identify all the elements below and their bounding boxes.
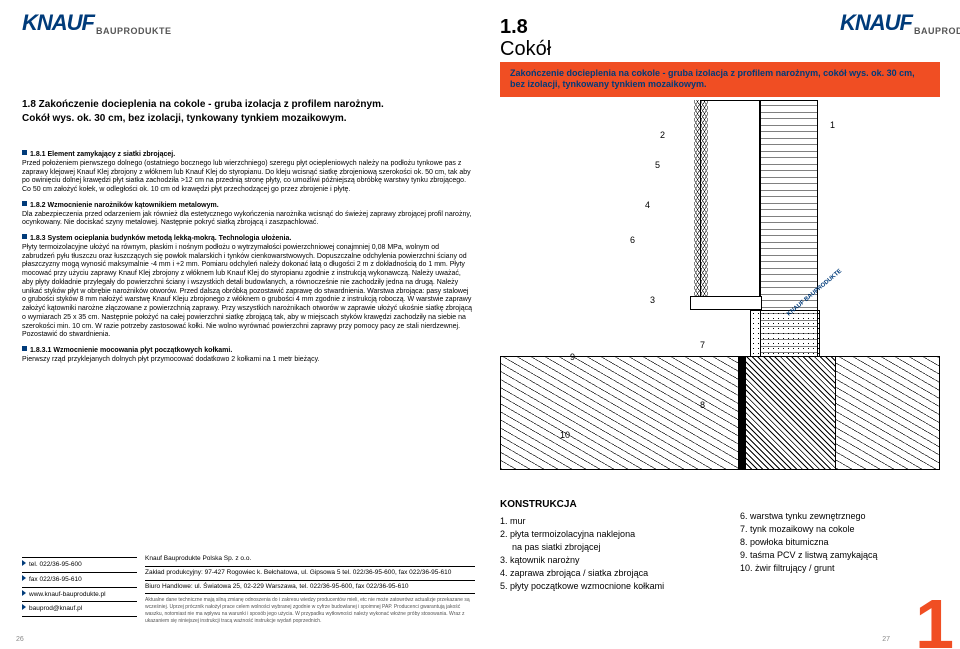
p1-head: 1.8.1 Element zamykający z siatki zbroją… — [30, 151, 175, 158]
pagenum-right: 27 — [882, 636, 890, 643]
p4-head: 1.8.3.1 Wzmocnienie mocowania płyt począ… — [30, 347, 232, 354]
callout-9: 9 — [570, 352, 575, 362]
heading-line-2: Cokół wys. ok. 30 cm, bez izolacji, tynk… — [22, 112, 472, 125]
konstrukcja-left: KONSTRUKCJA 1. mur 2. płyta termoizolacy… — [500, 498, 720, 593]
p1-body: Przed położeniem pierwszego dolnego (ost… — [22, 160, 471, 193]
arrow-icon — [22, 575, 26, 581]
footer-fax: fax 022/36-95-610 — [29, 576, 82, 583]
orange-callout: Zakończenie docieplenia na cokole - grub… — [500, 62, 940, 97]
konstrukcja-right: 6. warstwa tynku zewnętrznego 7. tynk mo… — [740, 510, 950, 575]
footer-contact: tel. 022/36-95-600 fax 022/36-95-610 www… — [22, 555, 137, 619]
callout-4: 4 — [645, 200, 650, 210]
k-left-2: na pas siatki zbrojącej — [500, 541, 720, 554]
body-text: 1.8.1 Element zamykający z siatki zbroją… — [22, 150, 472, 371]
heading-line-1: 1.8 Zakończenie docieplenia na cokole - … — [22, 98, 472, 111]
logo-mark: KNAUF — [840, 10, 912, 36]
k-right-1: 7. tynk mozaikowy na cokole — [740, 523, 950, 536]
bullet-icon — [22, 201, 27, 206]
callout-5: 5 — [655, 160, 660, 170]
section-title: Cokół — [500, 38, 551, 61]
bullet-icon — [22, 150, 27, 155]
bullet-icon — [22, 346, 27, 351]
footer-company-name: Knauf Bauprodukte Polska Sp. z o.o. — [145, 555, 475, 564]
k-right-3: 9. taśma PCV z listwą zamykającą — [740, 549, 950, 562]
arrow-icon — [22, 560, 26, 566]
para-3: 1.8.3 System ocieplania budynków metodą … — [22, 234, 472, 340]
pagenum-left: 26 — [16, 636, 24, 643]
logo-sub: BAUPRODUKTE — [96, 26, 172, 36]
footer-mail: bauprod@knauf.pl — [29, 605, 82, 612]
footer-biuro: Biuro Handlowe: ul. Światowa 25, 02-229 … — [145, 583, 475, 592]
logo-top-right: KNAUF BAUPRODUKTE — [840, 10, 960, 36]
k-right-2: 8. powłoka bitumiczna — [740, 536, 950, 549]
konstrukcja-title: KONSTRUKCJA — [500, 498, 720, 513]
footer-disclaimer: Aktualne dane techniczne mają silną zmia… — [145, 597, 475, 624]
para-2: 1.8.2 Wzmocnienie narożników kątownikiem… — [22, 201, 472, 228]
p3-head: 1.8.3 System ocieplania budynków metodą … — [30, 235, 291, 242]
callout-10: 10 — [560, 430, 570, 440]
arrow-icon — [22, 590, 26, 596]
footer-web: www.knauf-bauprodukte.pl — [29, 591, 106, 598]
callout-2: 2 — [660, 130, 665, 140]
para-4: 1.8.3.1 Wzmocnienie mocowania płyt począ… — [22, 346, 472, 365]
big-page-number: 1 — [915, 600, 954, 649]
footer-tel: tel. 022/36-95-600 — [29, 561, 82, 568]
bullet-icon — [22, 234, 27, 239]
arrow-icon — [22, 604, 26, 610]
k-left-4: 4. zaprawa zbrojąca / siatka zbrojąca — [500, 567, 720, 580]
k-right-4: 10. żwir filtrujący / grunt — [740, 562, 950, 575]
callout-1: 1 — [830, 120, 835, 130]
callout-7: 7 — [700, 340, 705, 350]
logo-top-left: KNAUF BAUPRODUKTE — [22, 10, 172, 36]
footer-company: Knauf Bauprodukte Polska Sp. z o.o. Zakł… — [145, 555, 475, 624]
logo-mark: KNAUF — [22, 10, 94, 36]
p2-head: 1.8.2 Wzmocnienie narożników kątownikiem… — [30, 202, 219, 209]
k-left-0: 1. mur — [500, 515, 720, 528]
p4-body: Pierwszy rząd przyklejanych dolnych płyt… — [22, 356, 320, 363]
callout-3: 3 — [650, 295, 655, 305]
k-right-0: 6. warstwa tynku zewnętrznego — [740, 510, 950, 523]
orange-callout-text: Zakończenie docieplenia na cokole - grub… — [510, 68, 915, 89]
logo-sub: BAUPRODUKTE — [914, 26, 960, 36]
callout-8: 8 — [700, 400, 705, 410]
callout-6: 6 — [630, 235, 635, 245]
k-left-1: 2. płyta termoizolacyjna naklejona — [500, 528, 720, 541]
k-left-3: 3. kątownik narożny — [500, 554, 720, 567]
footer-zaklad: Zakład produkcyjny: 97-427 Rogowiec k. B… — [145, 569, 475, 578]
p2-body: Dla zabezpieczenia przed odarzeniem jak … — [22, 211, 471, 227]
para-1: 1.8.1 Element zamykający z siatki zbroją… — [22, 150, 472, 195]
section-number: 1.8 — [500, 16, 528, 39]
technical-drawing: KNAUF BAUPRODUKTE 1 2 3 4 5 6 7 8 9 10 — [500, 100, 940, 470]
k-left-5: 5. płyty początkowe wzmocnione kołkami — [500, 580, 720, 593]
p3-body: Płyty termoizolacyjne ułożyć na równym, … — [22, 244, 472, 339]
